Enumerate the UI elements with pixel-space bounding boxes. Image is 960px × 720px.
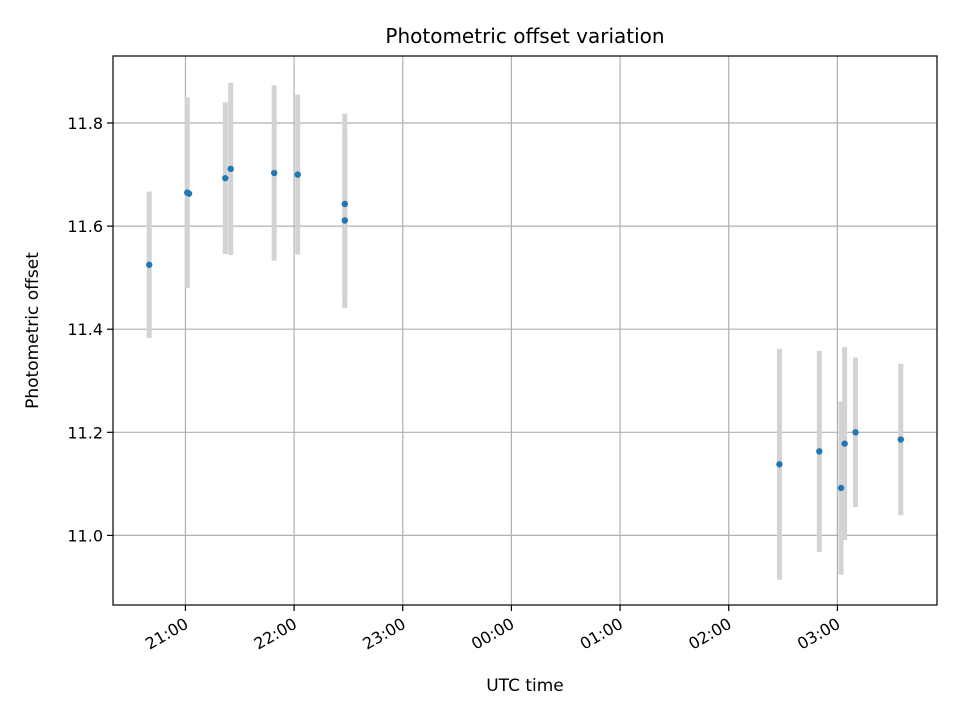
data-point — [270, 169, 278, 177]
data-point — [222, 174, 229, 182]
data-point — [146, 261, 153, 268]
plot-frame — [112, 55, 938, 606]
data-point — [841, 440, 848, 447]
y-tick-label: 11.8 — [67, 114, 103, 133]
x-axis-label: UTC time — [486, 676, 564, 696]
data-point — [341, 217, 349, 224]
data-point — [837, 484, 845, 492]
grid-lines — [113, 56, 937, 605]
data-point — [294, 171, 301, 178]
y-axis-ticks: 11.0 11.2 11.4 11.6 11.8 — [67, 114, 113, 545]
y-tick-label: 11.2 — [67, 423, 103, 442]
data-point — [185, 190, 193, 197]
data-point — [816, 448, 823, 455]
data-point — [341, 200, 349, 208]
y-axis-label: Photometric offset — [23, 252, 43, 409]
data-point — [852, 429, 859, 436]
y-tick-label: 11.6 — [67, 217, 103, 236]
y-tick-label: 11.0 — [67, 526, 103, 545]
data-points — [146, 165, 904, 492]
data-point — [776, 461, 783, 468]
data-point — [227, 165, 234, 173]
data-point — [897, 436, 904, 443]
chart-title: Photometric offset variation — [385, 24, 664, 48]
y-tick-label: 11.4 — [67, 320, 103, 339]
